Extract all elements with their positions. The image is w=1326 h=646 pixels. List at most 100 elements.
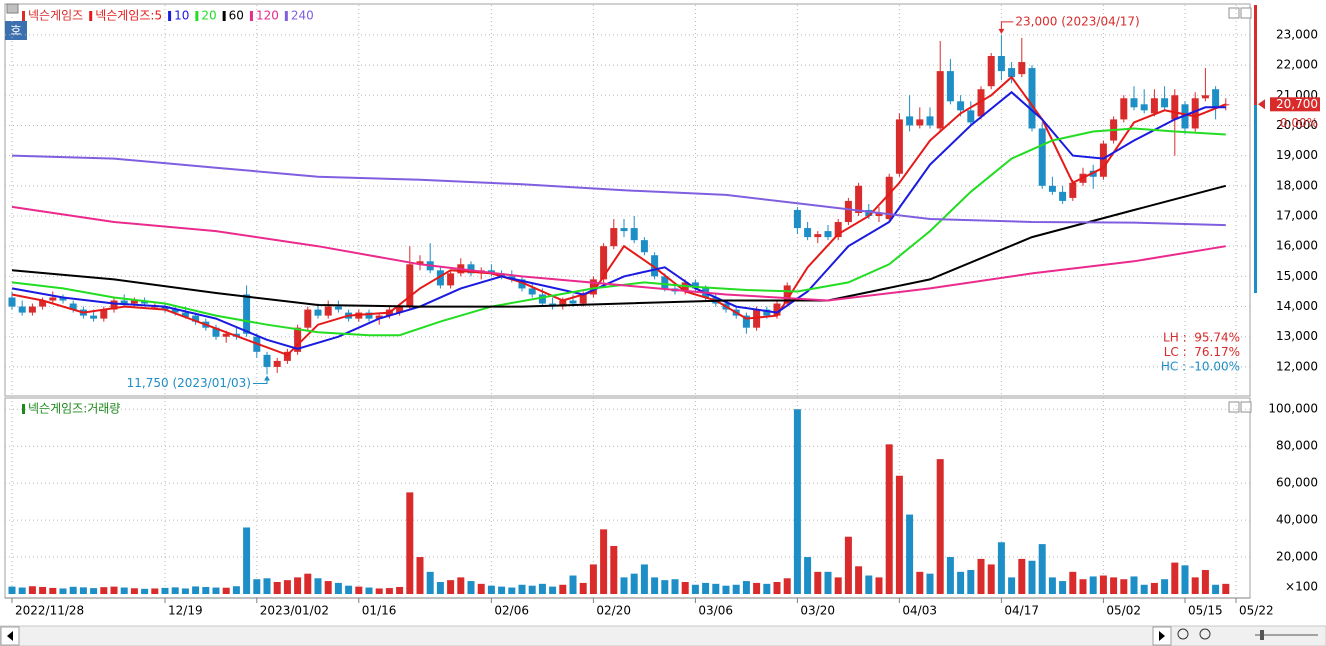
candle-body bbox=[375, 315, 383, 319]
panel-max-button[interactable] bbox=[1228, 7, 1240, 19]
annotation-arrow bbox=[998, 28, 1005, 34]
ma-line bbox=[11, 184, 1227, 308]
volume-bar bbox=[18, 587, 26, 594]
candle-body bbox=[416, 261, 424, 265]
x-tick-label: 04/17 bbox=[1004, 604, 1039, 618]
volume-bar bbox=[385, 588, 393, 594]
volume-bar bbox=[202, 586, 210, 594]
candle-body bbox=[518, 279, 526, 289]
candle-body bbox=[365, 312, 373, 319]
volume-bar bbox=[294, 577, 302, 594]
candle-body bbox=[967, 110, 975, 123]
candle-body bbox=[304, 309, 312, 328]
panel-max-button[interactable] bbox=[1228, 401, 1240, 413]
ma-line bbox=[11, 205, 1226, 302]
candle-body bbox=[957, 101, 965, 111]
legend: 넥슨게임즈 넥슨게임즈:5 10 20 60 120 240 bbox=[22, 9, 314, 23]
volume-bar bbox=[732, 584, 740, 594]
volume-bar bbox=[906, 514, 914, 594]
candle-body bbox=[793, 209, 801, 229]
volume-bar bbox=[834, 577, 842, 594]
x-tick-label: 05/02 bbox=[1106, 604, 1141, 618]
last-price-label: 20,700 bbox=[1276, 97, 1318, 111]
candle-body bbox=[314, 309, 322, 316]
volume-bar bbox=[90, 588, 98, 594]
volume-bar bbox=[528, 585, 536, 594]
volume-bar bbox=[793, 409, 801, 594]
volume-bar bbox=[324, 581, 332, 594]
zoom-in[interactable] bbox=[1199, 628, 1211, 640]
scrollbar[interactable] bbox=[0, 625, 1326, 646]
ma-line bbox=[11, 90, 1226, 350]
candle-body bbox=[946, 71, 954, 102]
stat-text: LH : 95.74% bbox=[1163, 331, 1240, 345]
candle-body bbox=[783, 285, 791, 304]
x-tick-label: 05/22 bbox=[1239, 604, 1274, 618]
volume-bar bbox=[712, 583, 720, 594]
volume-bar bbox=[865, 575, 873, 594]
y-tick-label: 18,000 bbox=[1276, 178, 1318, 192]
scroll-left-arrow bbox=[7, 631, 13, 641]
zoom-thumb[interactable] bbox=[1260, 630, 1264, 640]
volume-bar bbox=[49, 587, 57, 594]
volume-bar bbox=[100, 587, 108, 594]
panel-close-button[interactable] bbox=[1240, 401, 1252, 413]
candle-body bbox=[620, 228, 628, 232]
candle-body bbox=[28, 306, 36, 313]
candle-body bbox=[589, 279, 597, 295]
candle-body bbox=[171, 309, 179, 313]
legend-label: 넥슨게임즈 bbox=[28, 9, 83, 23]
legend-swatch bbox=[22, 11, 25, 21]
x-tick-label: 05/15 bbox=[1188, 604, 1223, 618]
y-tick-label: 23,000 bbox=[1276, 27, 1318, 41]
candle-body bbox=[875, 212, 883, 216]
volume-bar bbox=[1201, 569, 1209, 594]
panel-close-button[interactable] bbox=[1240, 7, 1252, 19]
volume-bar bbox=[1140, 584, 1148, 594]
y-tick-label: 16,000 bbox=[1276, 239, 1318, 253]
volume-bar bbox=[885, 444, 893, 594]
ma-line bbox=[11, 127, 1226, 337]
volume-bar bbox=[365, 587, 373, 594]
x-tick-label: 02/20 bbox=[596, 604, 631, 618]
volume-bar bbox=[232, 586, 240, 594]
candle-body bbox=[283, 351, 291, 361]
volume-bar bbox=[569, 575, 577, 594]
ma-line bbox=[11, 154, 1226, 227]
period-button-label[interactable]: 호 bbox=[10, 24, 21, 38]
volume-bar bbox=[691, 584, 699, 594]
candle-body bbox=[263, 354, 271, 367]
volume-bar bbox=[936, 459, 944, 594]
volume-bar bbox=[416, 557, 424, 594]
zoom-out[interactable] bbox=[1177, 628, 1189, 640]
volume-bar bbox=[222, 587, 230, 594]
volume-bar bbox=[1048, 577, 1056, 594]
candle-body bbox=[273, 360, 281, 367]
volume-bar bbox=[579, 582, 587, 594]
volume-bar bbox=[1079, 579, 1087, 594]
volume-bar bbox=[28, 586, 36, 594]
volume-bar bbox=[620, 577, 628, 594]
y-tick-label: 13,000 bbox=[1276, 329, 1318, 343]
candle-body bbox=[1150, 98, 1158, 114]
volume-bar bbox=[447, 580, 455, 594]
volume-bar bbox=[283, 580, 291, 594]
volume-bar bbox=[1018, 558, 1026, 594]
volume-bar bbox=[508, 587, 516, 594]
candle-body bbox=[120, 300, 128, 304]
candle-body bbox=[640, 240, 648, 253]
volume-bar bbox=[773, 581, 781, 594]
volume-bar bbox=[141, 588, 149, 594]
volume-bar bbox=[589, 564, 597, 594]
volume-bar bbox=[702, 582, 710, 594]
candle-body bbox=[559, 300, 567, 307]
candle-body bbox=[1201, 95, 1209, 99]
volume-bar bbox=[1212, 584, 1220, 594]
y-tick-label: 14,000 bbox=[1276, 299, 1318, 313]
volume-bar bbox=[967, 569, 975, 594]
volume-bar bbox=[375, 588, 383, 594]
x-tick-label: 2022/11/28 bbox=[15, 604, 84, 618]
volume-bar bbox=[39, 586, 47, 594]
volume-bar bbox=[1028, 560, 1036, 594]
candle-body bbox=[661, 276, 669, 289]
